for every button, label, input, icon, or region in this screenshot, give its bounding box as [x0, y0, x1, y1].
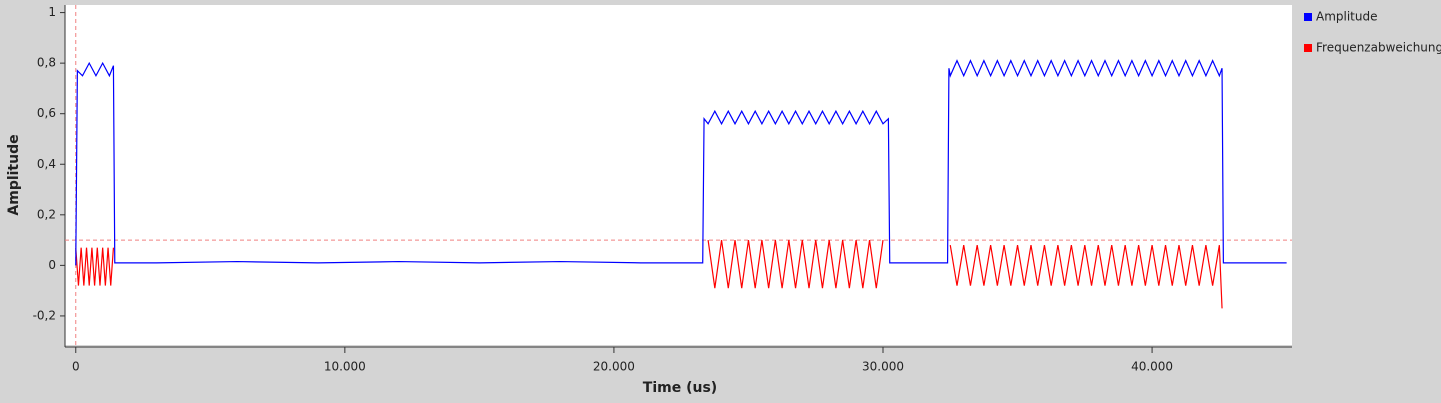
x-tick-label: 0 [72, 360, 80, 374]
legend-swatch [1304, 13, 1312, 21]
y-tick-label: 0,8 [37, 56, 56, 70]
legend-label: Amplitude [1316, 10, 1378, 24]
y-tick-label: -0,2 [33, 308, 56, 322]
x-tick-label: 40.000 [1131, 360, 1173, 374]
x-tick-label: 20.000 [593, 360, 635, 374]
plot-area [65, 5, 1292, 345]
y-tick-label: 0,4 [37, 157, 56, 171]
legend-label: Frequenzabweichung [1316, 41, 1441, 55]
y-tick-label: 1 [48, 5, 56, 19]
y-tick-label: 0,2 [37, 207, 56, 221]
x-tick-label: 10.000 [324, 360, 366, 374]
x-axis-title: Time (us) [643, 380, 717, 396]
y-tick-label: 0,6 [37, 106, 56, 120]
legend-swatch [1304, 44, 1312, 52]
x-tick-label: 30.000 [862, 360, 904, 374]
y-tick-label: 0 [48, 258, 56, 272]
series-line [75, 240, 1223, 309]
y-axis-title: Amplitude [6, 134, 22, 215]
series-line [75, 59, 1287, 266]
